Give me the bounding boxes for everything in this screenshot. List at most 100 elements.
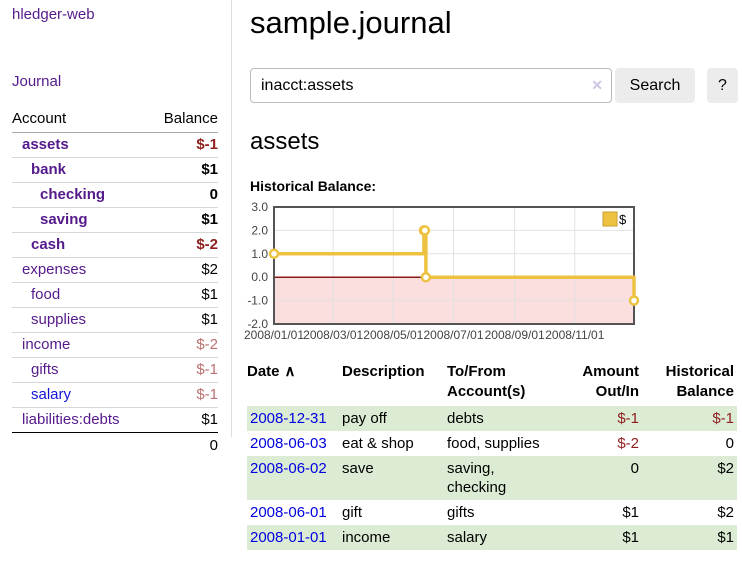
transaction-amount: $-2 bbox=[617, 435, 639, 452]
account-heading: assets bbox=[250, 128, 320, 155]
accounts-header-balance: Balance bbox=[148, 106, 218, 133]
account-balance: $-2 bbox=[148, 332, 218, 358]
sidebar-item-journal[interactable]: Journal bbox=[12, 73, 62, 90]
page-title: sample.journal bbox=[250, 5, 452, 40]
account-link-bank[interactable]: bank bbox=[31, 161, 67, 178]
search-form: ✕ Search ? bbox=[250, 68, 742, 103]
account-balance: $1 bbox=[148, 207, 218, 233]
account-link-assets[interactable]: assets bbox=[22, 136, 69, 153]
svg-text:2008/03/01: 2008/03/01 bbox=[303, 328, 363, 342]
register-header-row: Date ∧ Description To/From Account(s) Amo… bbox=[247, 360, 737, 406]
register-row: 2008-06-01 gift gifts $1 $2 bbox=[247, 500, 737, 525]
transaction-date-link[interactable]: 2008-06-03 bbox=[250, 435, 327, 452]
svg-text:2008/11/01: 2008/11/01 bbox=[545, 328, 604, 342]
transaction-balance: $1 bbox=[717, 529, 734, 546]
help-button[interactable]: ? bbox=[707, 68, 738, 103]
transaction-balance: $2 bbox=[717, 460, 734, 477]
transaction-balance: $2 bbox=[717, 504, 734, 521]
account-link-liabilities-debts[interactable]: liabilities:debts bbox=[22, 411, 120, 428]
accounts-total-balance: 0 bbox=[148, 432, 218, 458]
svg-text:2.0: 2.0 bbox=[251, 223, 268, 237]
svg-text:1.0: 1.0 bbox=[251, 247, 268, 261]
register-header-amount: Amount Out/In bbox=[582, 363, 639, 400]
svg-text:-1.0: -1.0 bbox=[247, 294, 268, 308]
account-link-food[interactable]: food bbox=[31, 286, 61, 303]
sidebar: hledger-web Journal Account Balance asse… bbox=[0, 0, 232, 458]
account-balance: $-1 bbox=[196, 136, 218, 153]
search-button[interactable]: Search bbox=[615, 68, 695, 103]
account-link-gifts[interactable]: gifts bbox=[31, 361, 59, 378]
transaction-balance: $-1 bbox=[712, 410, 734, 427]
accounts-tree-table: Account Balance assets $-1 bank $1 checkin… bbox=[12, 106, 218, 458]
svg-text:2008/07/01: 2008/07/01 bbox=[423, 328, 483, 342]
account-balance: $2 bbox=[148, 257, 218, 283]
account-balance: $-1 bbox=[148, 382, 218, 408]
account-balance: 0 bbox=[148, 182, 218, 208]
transaction-accounts: debts bbox=[447, 410, 484, 427]
register-row: 2008-01-01 income salary $1 $1 bbox=[247, 525, 737, 550]
register-row: 2008-12-31 pay off debts $-1 $-1 bbox=[247, 406, 737, 431]
account-row: income $-2 bbox=[12, 332, 218, 358]
account-row: bank $1 bbox=[12, 157, 218, 183]
svg-text:3.0: 3.0 bbox=[251, 200, 268, 214]
account-link-expenses[interactable]: expenses bbox=[22, 261, 87, 278]
account-link-saving[interactable]: saving bbox=[40, 211, 88, 228]
account-row: salary $-1 bbox=[12, 382, 218, 408]
main-content: sample.journal ✕ Search ? assets Histori… bbox=[244, 5, 742, 550]
chart-title: Historical Balance: bbox=[250, 178, 377, 194]
transaction-description: pay off bbox=[342, 410, 387, 427]
account-balance: $1 bbox=[148, 407, 218, 433]
transaction-description: gift bbox=[342, 504, 363, 521]
svg-text:2008/05/01: 2008/05/01 bbox=[363, 328, 423, 342]
register-header-description: Description bbox=[342, 363, 425, 380]
account-row: gifts $-1 bbox=[12, 357, 218, 383]
account-row: cash $-2 bbox=[12, 232, 218, 258]
account-link-salary[interactable]: salary bbox=[31, 386, 72, 403]
register-header-balance: Historical Balance bbox=[665, 363, 734, 400]
transaction-amount: $-1 bbox=[617, 410, 639, 427]
clear-search-icon[interactable]: ✕ bbox=[591, 77, 603, 93]
register-row: 2008-06-03 eat & shop food, supplies $-2… bbox=[247, 431, 737, 456]
app-brand-link[interactable]: hledger-web bbox=[12, 6, 95, 23]
account-balance: $1 bbox=[148, 307, 218, 333]
transaction-description: eat & shop bbox=[342, 435, 414, 452]
transaction-accounts: gifts bbox=[447, 504, 475, 521]
svg-text:2008/09/01: 2008/09/01 bbox=[485, 328, 545, 342]
register-header-accounts: To/From Account(s) bbox=[447, 363, 526, 400]
transaction-date-link[interactable]: 2008-01-01 bbox=[250, 529, 327, 546]
account-balance: $-2 bbox=[148, 232, 218, 258]
transaction-date-link[interactable]: 2008-06-02 bbox=[250, 460, 327, 477]
account-link-cash[interactable]: cash bbox=[31, 236, 66, 253]
account-row: expenses $2 bbox=[12, 257, 218, 283]
sort-ascending-icon: ∧ bbox=[284, 363, 296, 380]
transaction-amount: 0 bbox=[630, 460, 639, 477]
accounts-header-account: Account bbox=[12, 106, 149, 133]
account-link-supplies[interactable]: supplies bbox=[31, 311, 87, 328]
register-table: Date ∧ Description To/From Account(s) Amo… bbox=[247, 360, 737, 550]
account-balance: $1 bbox=[148, 157, 218, 183]
transaction-date-link[interactable]: 2008-06-01 bbox=[250, 504, 327, 521]
svg-text:$: $ bbox=[619, 212, 627, 227]
transaction-description: save bbox=[342, 460, 374, 477]
account-balance: $1 bbox=[148, 282, 218, 308]
account-balance: $-1 bbox=[148, 357, 218, 383]
account-row: saving $1 bbox=[12, 207, 218, 233]
account-row: assets $-1 bbox=[12, 133, 218, 158]
account-row: food $1 bbox=[12, 282, 218, 308]
search-input[interactable] bbox=[250, 68, 612, 103]
register-header-date[interactable]: Date ∧ bbox=[247, 363, 296, 380]
transaction-accounts: saving, checking bbox=[447, 460, 507, 496]
accounts-header-row: Account Balance bbox=[12, 106, 218, 133]
account-link-income[interactable]: income bbox=[22, 336, 71, 353]
transaction-balance: 0 bbox=[725, 435, 734, 452]
account-row: checking 0 bbox=[12, 182, 218, 208]
transaction-amount: $1 bbox=[622, 529, 639, 546]
transaction-description: income bbox=[342, 529, 391, 546]
svg-text:-2.0: -2.0 bbox=[247, 317, 268, 331]
account-link-checking[interactable]: checking bbox=[40, 186, 106, 203]
svg-text:0.0: 0.0 bbox=[251, 270, 268, 284]
account-row: supplies $1 bbox=[12, 307, 218, 333]
transaction-amount: $1 bbox=[622, 504, 639, 521]
transaction-date-link[interactable]: 2008-12-31 bbox=[250, 410, 327, 427]
